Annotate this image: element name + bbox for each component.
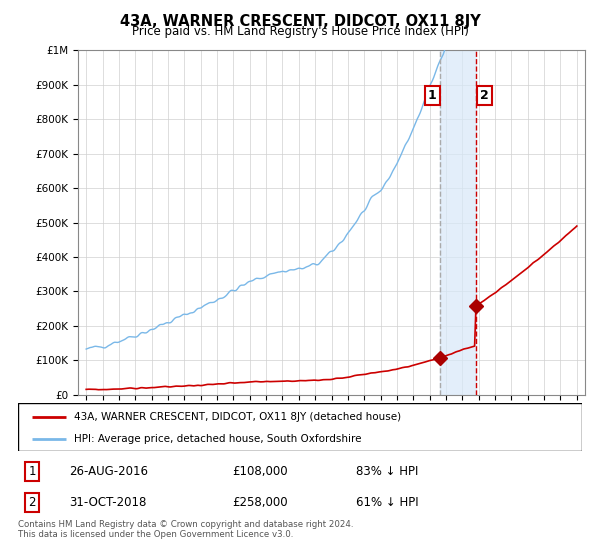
Text: 2: 2 [480, 88, 488, 102]
Text: £258,000: £258,000 [232, 496, 288, 509]
Text: Price paid vs. HM Land Registry's House Price Index (HPI): Price paid vs. HM Land Registry's House … [131, 25, 469, 38]
Text: 31-OCT-2018: 31-OCT-2018 [69, 496, 146, 509]
Text: HPI: Average price, detached house, South Oxfordshire: HPI: Average price, detached house, Sout… [74, 434, 362, 444]
Text: 83% ↓ HPI: 83% ↓ HPI [356, 465, 419, 478]
Text: 43A, WARNER CRESCENT, DIDCOT, OX11 8JY (detached house): 43A, WARNER CRESCENT, DIDCOT, OX11 8JY (… [74, 412, 401, 422]
Bar [440, 50, 476, 395]
Text: 1: 1 [28, 465, 36, 478]
Text: 2: 2 [28, 496, 36, 509]
Text: 43A, WARNER CRESCENT, DIDCOT, OX11 8JY: 43A, WARNER CRESCENT, DIDCOT, OX11 8JY [119, 14, 481, 29]
Text: £108,000: £108,000 [232, 465, 288, 478]
Text: 26-AUG-2016: 26-AUG-2016 [69, 465, 148, 478]
Text: 61% ↓ HPI: 61% ↓ HPI [356, 496, 419, 509]
Text: Contains HM Land Registry data © Crown copyright and database right 2024.
This d: Contains HM Land Registry data © Crown c… [18, 520, 353, 539]
Text: 1: 1 [428, 88, 436, 102]
